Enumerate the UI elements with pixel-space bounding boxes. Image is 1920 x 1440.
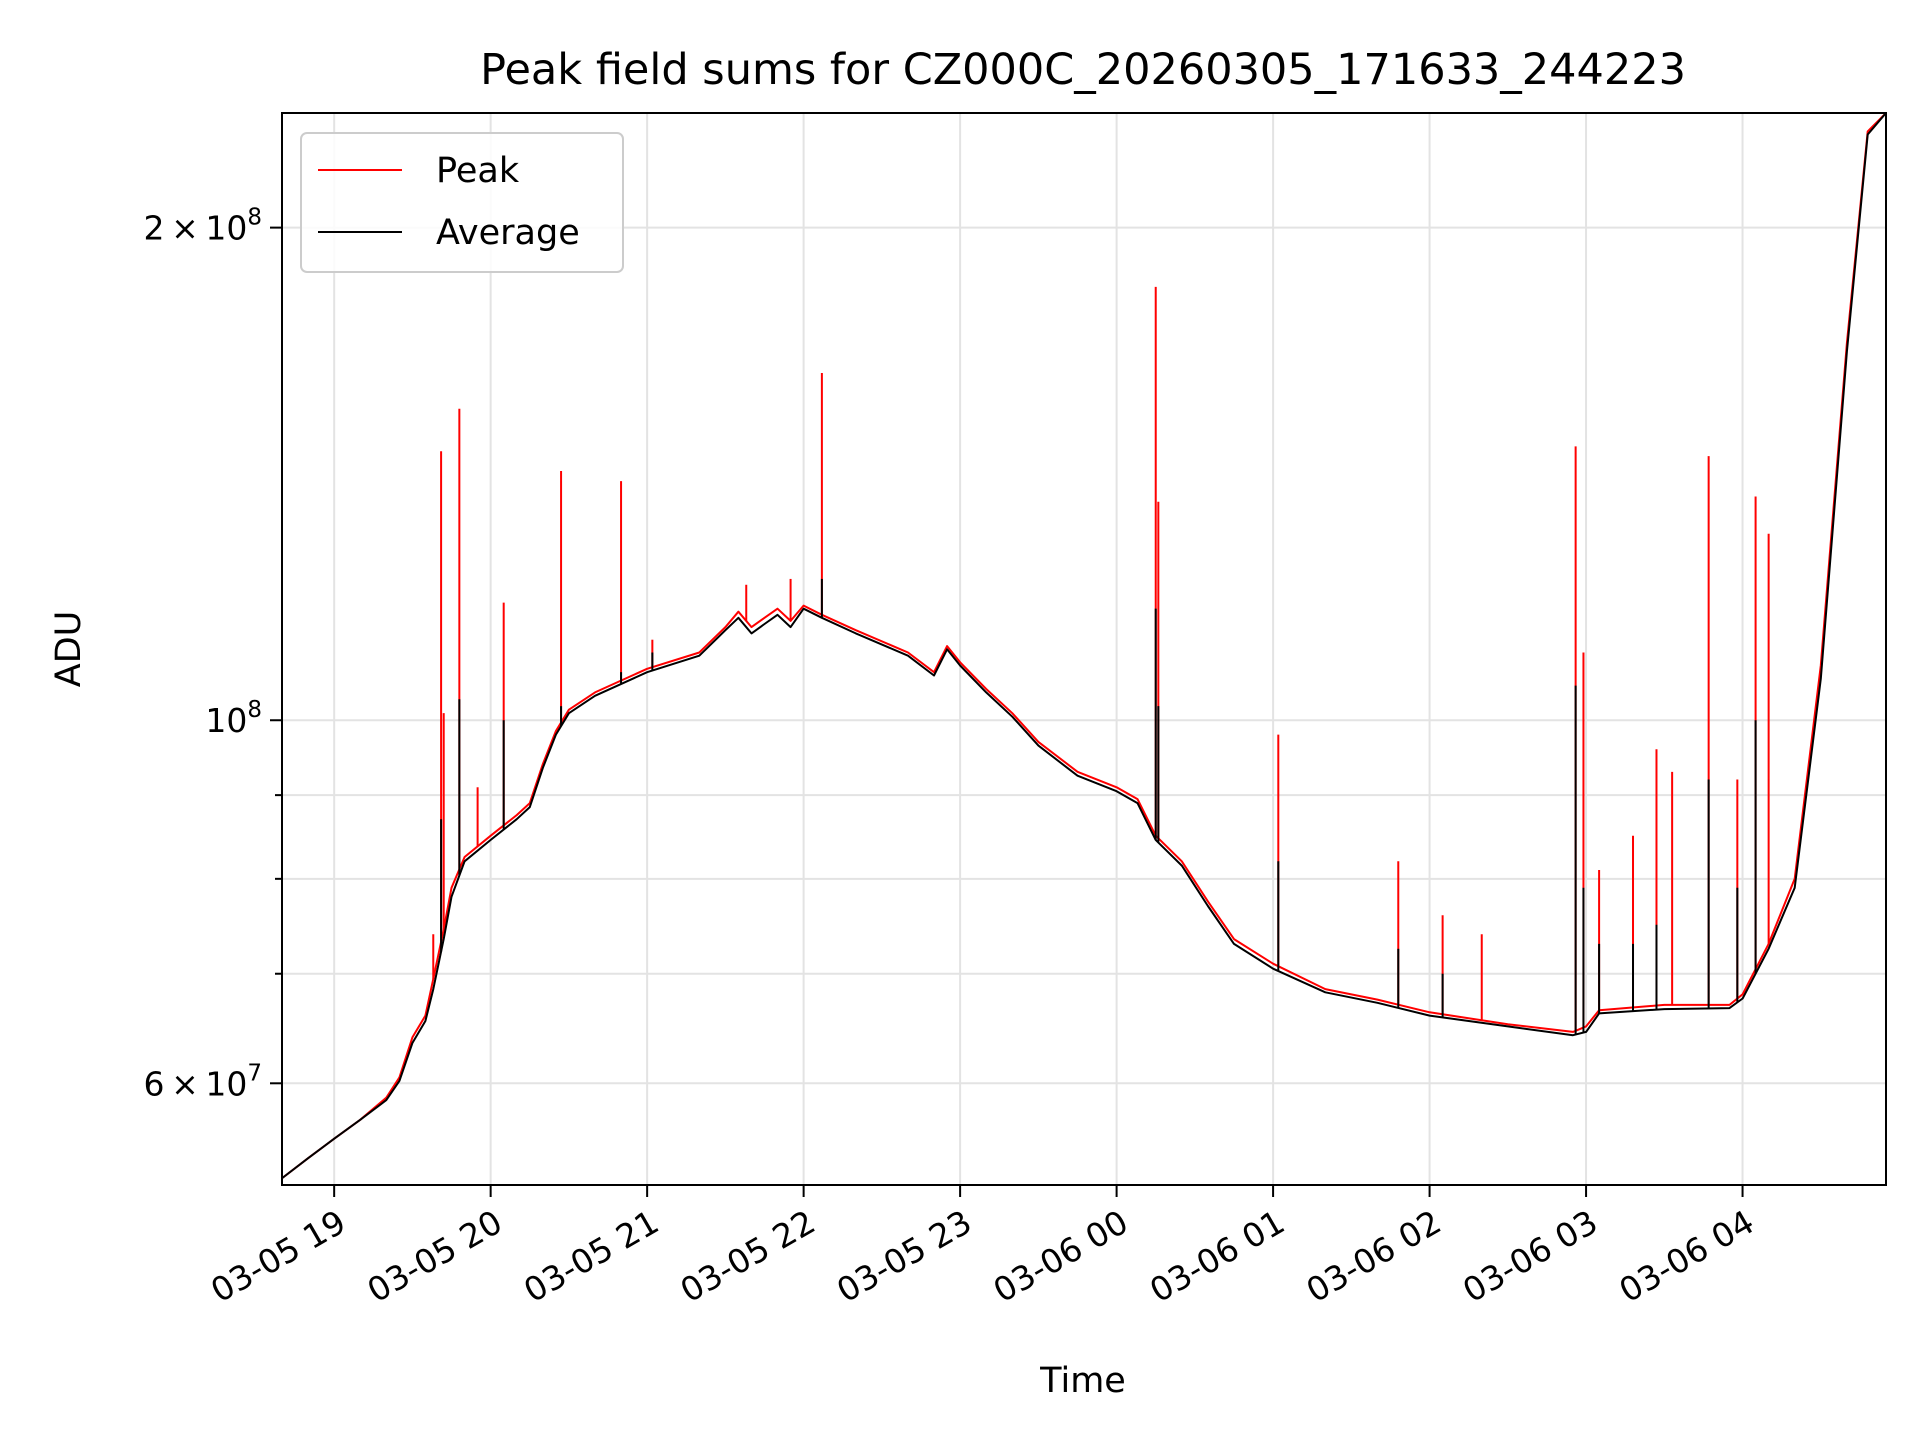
y-axis: 6 × 107 108 2 × 108	[144, 205, 282, 1103]
chart-title: Peak field sums for CZ000C_20260305_1716…	[480, 45, 1686, 95]
y-tick-label: 2 × 108	[144, 205, 262, 248]
legend-box	[300, 132, 624, 273]
series-line-average	[282, 113, 1886, 1179]
series-line-peak	[282, 113, 1886, 1179]
y-axis-label: ADU	[49, 611, 89, 688]
legend: Peak Average	[300, 132, 624, 273]
plot-area	[282, 113, 1886, 1179]
y-tick-label: 6 × 107	[144, 1060, 262, 1103]
legend-label-average: Average	[436, 213, 580, 253]
x-axis-label: Time	[1039, 1361, 1126, 1401]
y-tick-label: 108	[205, 697, 262, 740]
plot-frame	[281, 112, 1887, 1186]
legend-label-peak: Peak	[436, 151, 520, 191]
